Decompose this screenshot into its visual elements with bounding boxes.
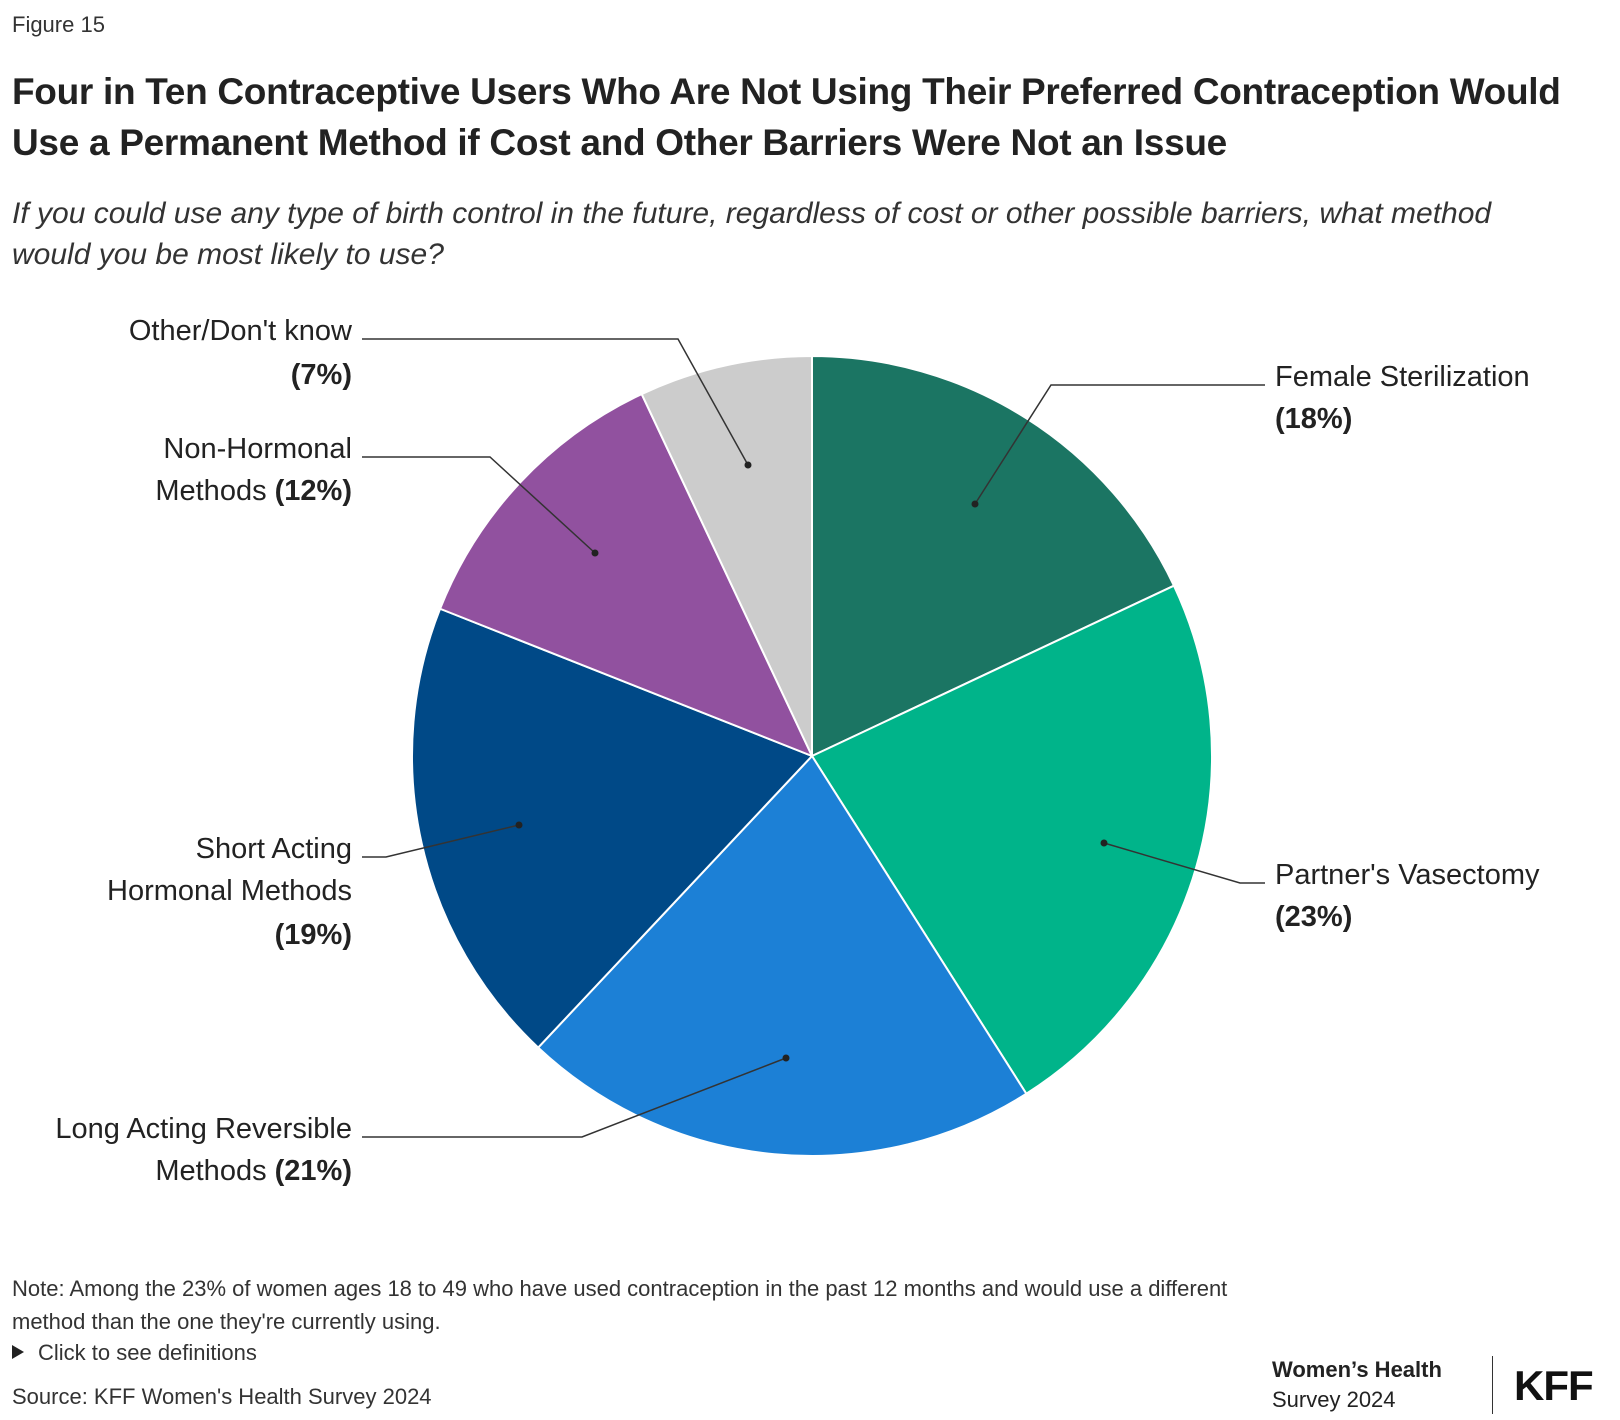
leader-dot-5 xyxy=(591,549,599,557)
slice-label-6: Other/Don't know (7%) xyxy=(129,315,752,469)
leader-dot-2 xyxy=(1100,839,1108,847)
pie-slice-6 xyxy=(640,354,813,757)
slice-label-5: Non-Hormonal Methods (12%) xyxy=(155,433,599,557)
leader-line-3 xyxy=(362,1057,787,1138)
pie-slice-3 xyxy=(536,754,1028,1157)
leader-line-6 xyxy=(362,338,749,466)
slice-label-3: Long Acting Reversible Methods (21%) xyxy=(55,1054,790,1187)
slice-label-text-1: Female Sterilization (18%) xyxy=(1275,361,1530,435)
slice-label-text-4: Short Acting Hormonal Methods (19%) xyxy=(107,833,352,951)
brand-divider xyxy=(1492,1356,1493,1414)
slice-label-1: Female Sterilization (18%) xyxy=(971,361,1530,508)
slice-label-text-3: Long Acting Reversible Methods (21%) xyxy=(55,1113,352,1187)
chart-title: Four in Ten Contraceptive Users Who Are … xyxy=(12,71,1561,163)
kff-logo: KFF xyxy=(1514,1362,1594,1409)
leader-line-2 xyxy=(1103,842,1265,884)
slice-label-4: Short Acting Hormonal Methods (19%) xyxy=(107,821,523,951)
slice-label-text-5: Non-Hormonal Methods (12%) xyxy=(155,433,352,507)
disclosure-triangle-icon xyxy=(12,1345,24,1360)
brand-line-1: Women’s Health xyxy=(1272,1357,1442,1382)
chart-subtitle: If you could use any type of birth contr… xyxy=(12,197,1492,271)
definitions-link-label: Click to see definitions xyxy=(38,1340,257,1365)
definitions-toggle[interactable]: Click to see definitions xyxy=(12,1340,257,1366)
pie-slice-1 xyxy=(811,354,1176,758)
brand-line-2: Survey 2024 xyxy=(1272,1387,1396,1412)
brand-survey: Women’s Health Survey 2024 xyxy=(1272,1355,1442,1415)
leader-line-4 xyxy=(362,824,520,858)
leader-dot-6 xyxy=(744,461,752,469)
pie-chart: Female Sterilization (18%) Partner's Vasec… xyxy=(55,315,1540,1187)
figure-label: Figure 15 xyxy=(12,12,105,37)
leader-dot-1 xyxy=(971,500,979,508)
slice-label-2: Partner's Vasectomy (23%) xyxy=(1100,839,1540,933)
chart-source: Source: KFF Women's Health Survey 2024 xyxy=(12,1384,432,1409)
slice-label-text-2: Partner's Vasectomy (23%) xyxy=(1275,859,1540,933)
pie-slice-4 xyxy=(411,607,814,1050)
leader-dot-3 xyxy=(782,1054,790,1062)
leader-line-5 xyxy=(362,456,596,554)
pie-slice-2 xyxy=(810,584,1213,1096)
leader-dot-4 xyxy=(515,821,523,829)
leader-line-1 xyxy=(974,384,1265,505)
chart-note: Note: Among the 23% of women ages 18 to … xyxy=(12,1276,1228,1334)
pie-slice-5 xyxy=(438,392,814,758)
slice-label-text-6: Other/Don't know (7%) xyxy=(129,315,353,391)
